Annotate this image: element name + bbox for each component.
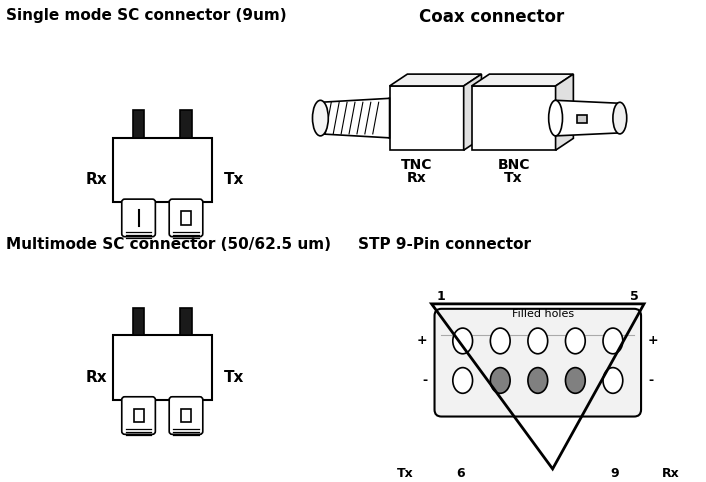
- Text: Rx: Rx: [662, 467, 680, 480]
- Polygon shape: [390, 86, 464, 150]
- Bar: [181, 211, 191, 225]
- Text: STP 9-Pin connector: STP 9-Pin connector: [358, 237, 531, 252]
- FancyBboxPatch shape: [169, 397, 203, 434]
- Text: Single mode SC connector (9um): Single mode SC connector (9um): [6, 8, 287, 23]
- Text: TNC: TNC: [401, 158, 433, 172]
- Ellipse shape: [528, 368, 548, 393]
- Polygon shape: [321, 98, 390, 138]
- Text: Filled holes: Filled holes: [512, 309, 574, 319]
- Text: 9: 9: [611, 467, 619, 480]
- Text: Tx: Tx: [504, 171, 523, 185]
- Text: -: -: [648, 374, 653, 387]
- Bar: [181, 409, 191, 422]
- Text: -: -: [422, 374, 428, 387]
- Text: Tx: Tx: [224, 173, 244, 187]
- Ellipse shape: [566, 328, 585, 354]
- Text: Rx: Rx: [85, 173, 107, 187]
- Text: BNC: BNC: [497, 158, 530, 172]
- Text: +: +: [648, 335, 659, 348]
- Text: 5: 5: [630, 290, 639, 303]
- Ellipse shape: [313, 100, 328, 136]
- Text: Rx: Rx: [85, 370, 107, 385]
- Ellipse shape: [549, 100, 563, 136]
- Bar: [133, 308, 145, 335]
- Text: Multimode SC connector (50/62.5 um): Multimode SC connector (50/62.5 um): [6, 237, 331, 252]
- Ellipse shape: [603, 368, 623, 393]
- Text: 1: 1: [436, 290, 445, 303]
- Text: Tx: Tx: [224, 370, 244, 385]
- Bar: [113, 335, 212, 400]
- Polygon shape: [390, 74, 481, 86]
- Ellipse shape: [491, 368, 510, 393]
- Ellipse shape: [491, 328, 510, 354]
- Polygon shape: [556, 100, 620, 136]
- Bar: [180, 110, 192, 138]
- Bar: [133, 110, 145, 138]
- Polygon shape: [472, 86, 556, 150]
- Polygon shape: [464, 74, 481, 150]
- Ellipse shape: [603, 328, 623, 354]
- Text: +: +: [417, 335, 428, 348]
- Ellipse shape: [566, 368, 585, 393]
- FancyBboxPatch shape: [121, 199, 155, 237]
- Polygon shape: [472, 74, 573, 86]
- FancyBboxPatch shape: [169, 199, 203, 237]
- Ellipse shape: [453, 368, 472, 393]
- Bar: [180, 308, 192, 335]
- Text: Tx: Tx: [397, 467, 414, 480]
- Bar: [133, 409, 143, 422]
- Ellipse shape: [613, 102, 627, 134]
- Ellipse shape: [453, 328, 472, 354]
- FancyBboxPatch shape: [121, 397, 155, 434]
- Text: Coax connector: Coax connector: [419, 8, 565, 26]
- Ellipse shape: [528, 328, 548, 354]
- FancyBboxPatch shape: [434, 309, 641, 416]
- Bar: [578, 115, 587, 123]
- Text: 6: 6: [456, 467, 465, 480]
- Polygon shape: [556, 74, 573, 150]
- Bar: [113, 138, 212, 202]
- Ellipse shape: [383, 98, 397, 138]
- Text: Rx: Rx: [407, 171, 426, 185]
